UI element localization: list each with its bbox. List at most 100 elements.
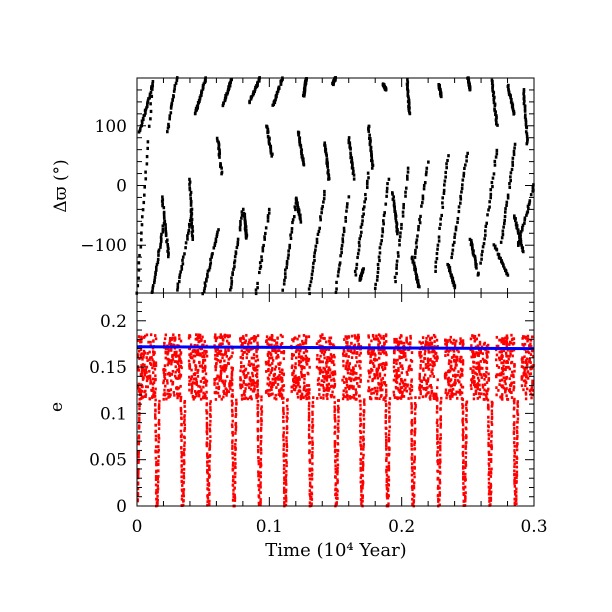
eccentricity-point (483, 388, 486, 392)
eccentricity-point (146, 359, 149, 362)
dpomega-point (157, 248, 161, 252)
eccentricity-point (151, 358, 154, 362)
eccentricity-point (327, 382, 331, 386)
eccentricity-point (170, 362, 173, 366)
eccentricity-point (177, 367, 181, 371)
eccentricity-point (418, 353, 421, 356)
eccentricity-point (485, 392, 489, 396)
eccentricity-point (280, 371, 284, 375)
eccentricity-point (436, 378, 439, 382)
eccentricity-point (348, 384, 352, 388)
eccentricity-point (179, 395, 183, 399)
eccentricity-point (336, 466, 339, 470)
dpomega-point (484, 224, 488, 229)
dpomega-point (508, 185, 512, 189)
eccentricity-point (505, 394, 508, 398)
eccentricity-point (278, 367, 281, 370)
eccentricity-point (524, 335, 527, 339)
eccentricity-point (378, 372, 382, 376)
dpomega-point (146, 146, 149, 151)
eccentricity-point (278, 363, 281, 366)
eccentricity-point (530, 396, 533, 400)
dpomega-point (340, 251, 343, 255)
eccentricity-point (359, 366, 362, 370)
eccentricity-point (371, 378, 374, 381)
dpomega-point (446, 158, 449, 163)
eccentricity-point (301, 341, 305, 345)
eccentricity-point (383, 363, 386, 367)
eccentricity-point (274, 379, 277, 383)
eccentricity-point (510, 374, 513, 378)
eccentricity-point (353, 349, 356, 352)
eccentricity-point (256, 410, 260, 414)
eccentricity-point (490, 420, 493, 424)
eccentricity-point (402, 348, 405, 352)
dpomega-point (139, 238, 143, 242)
eccentricity-point (322, 389, 326, 393)
eccentricity-point (198, 336, 201, 340)
eccentricity-point (154, 434, 158, 438)
eccentricity-point (239, 356, 242, 359)
eccentricity-point (271, 359, 275, 362)
eccentricity-point (137, 450, 140, 453)
dpomega-point (344, 216, 347, 220)
eccentricity-point (412, 499, 416, 502)
eccentricity-point (154, 408, 157, 412)
eccentricity-point (459, 360, 463, 364)
dpomega-point (240, 213, 244, 217)
eccentricity-point (188, 362, 191, 366)
eccentricity-point (360, 493, 363, 497)
eccentricity-point (299, 360, 303, 364)
bottom-ytick-label: 0.1 (100, 404, 127, 424)
eccentricity-point (304, 354, 308, 358)
eccentricity-point (294, 374, 297, 378)
eccentricity-point (515, 437, 519, 441)
eccentricity-point (351, 372, 354, 376)
eccentricity-point (487, 453, 491, 457)
eccentricity-point (151, 395, 154, 399)
dpomega-point (286, 256, 290, 260)
dpomega-point (326, 163, 329, 168)
eccentricity-point (172, 333, 175, 337)
eccentricity-point (215, 361, 218, 365)
eccentricity-point (224, 366, 228, 370)
eccentricity-point (474, 371, 477, 375)
eccentricity-point (208, 454, 212, 457)
eccentricity-point (478, 364, 481, 368)
eccentricity-point (436, 428, 439, 432)
eccentricity-point (310, 498, 314, 501)
eccentricity-point (449, 384, 453, 388)
eccentricity-point (464, 445, 468, 448)
eccentricity-point (392, 369, 396, 373)
eccentricity-point (282, 459, 286, 463)
eccentricity-point (444, 350, 447, 354)
eccentricity-point (436, 398, 439, 402)
eccentricity-point (498, 373, 501, 377)
eccentricity-point (179, 399, 182, 403)
dpomega-point (514, 219, 517, 223)
bottom-xtick-label: 0.1 (256, 517, 283, 537)
dpomega-point (167, 247, 170, 251)
dpomega-point (491, 80, 494, 84)
eccentricity-point (245, 374, 248, 377)
eccentricity-point (384, 390, 388, 394)
eccentricity-point (347, 364, 351, 368)
eccentricity-point (201, 351, 204, 355)
eccentricity-point (506, 354, 509, 358)
eccentricity-point (178, 376, 181, 380)
eccentricity-point (180, 417, 183, 421)
eccentricity-point (183, 436, 186, 440)
eccentricity-point (426, 357, 429, 361)
eccentricity-point (409, 341, 412, 345)
eccentricity-point (151, 386, 155, 390)
dpomega-point (261, 246, 265, 250)
eccentricity-point (193, 373, 196, 377)
dpomega-point (517, 243, 520, 247)
dpomega-point (524, 113, 527, 117)
eccentricity-point (180, 468, 184, 472)
eccentricity-point (318, 388, 321, 391)
eccentricity-point (461, 466, 465, 470)
eccentricity-point (278, 373, 281, 377)
eccentricity-point (487, 441, 490, 445)
eccentricity-point (377, 348, 380, 352)
